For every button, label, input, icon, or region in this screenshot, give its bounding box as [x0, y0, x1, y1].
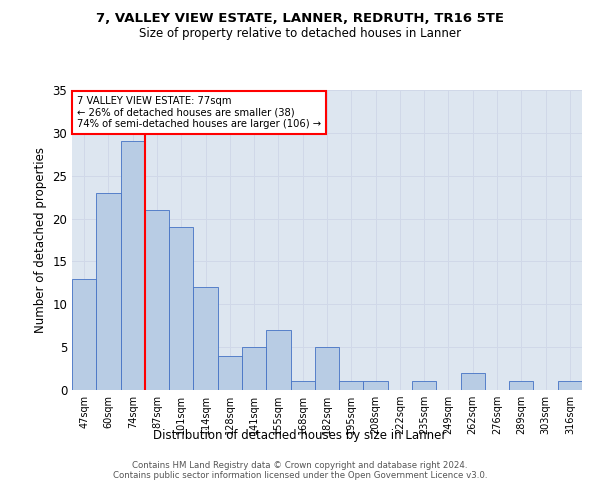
Text: Size of property relative to detached houses in Lanner: Size of property relative to detached ho…: [139, 28, 461, 40]
Bar: [72, 278, 96, 390]
Bar: [315, 347, 339, 390]
Bar: [461, 373, 485, 390]
Text: 7 VALLEY VIEW ESTATE: 77sqm
← 26% of detached houses are smaller (38)
74% of sem: 7 VALLEY VIEW ESTATE: 77sqm ← 26% of det…: [77, 96, 321, 129]
Bar: [169, 227, 193, 390]
Bar: [509, 382, 533, 390]
Text: Contains HM Land Registry data © Crown copyright and database right 2024.
Contai: Contains HM Land Registry data © Crown c…: [113, 460, 487, 480]
Bar: [290, 382, 315, 390]
Bar: [412, 382, 436, 390]
Bar: [339, 382, 364, 390]
Bar: [193, 287, 218, 390]
Bar: [218, 356, 242, 390]
Bar: [145, 210, 169, 390]
Bar: [364, 382, 388, 390]
Bar: [266, 330, 290, 390]
Bar: [558, 382, 582, 390]
Bar: [121, 142, 145, 390]
Y-axis label: Number of detached properties: Number of detached properties: [34, 147, 47, 333]
Bar: [242, 347, 266, 390]
Bar: [96, 193, 121, 390]
Text: 7, VALLEY VIEW ESTATE, LANNER, REDRUTH, TR16 5TE: 7, VALLEY VIEW ESTATE, LANNER, REDRUTH, …: [96, 12, 504, 26]
Text: Distribution of detached houses by size in Lanner: Distribution of detached houses by size …: [154, 428, 446, 442]
